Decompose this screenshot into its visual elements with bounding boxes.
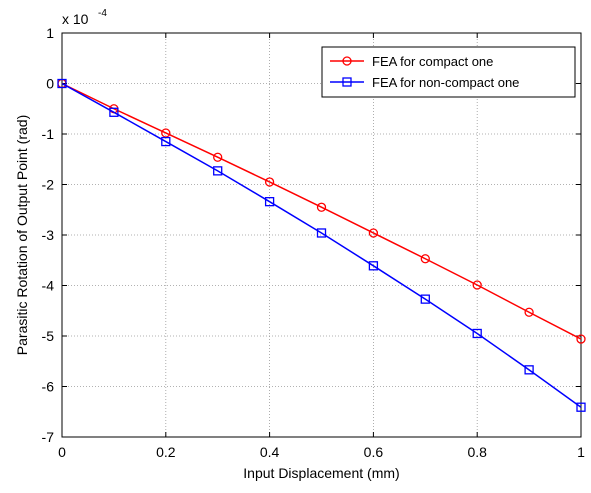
y-axis-exponent-power: -4: [98, 8, 107, 19]
legend-label-1: FEA for compact one: [372, 54, 493, 69]
y-axis-label: Parasitic Rotation of Output Point (rad): [14, 115, 30, 355]
series-2-point: [109, 107, 119, 117]
y-tick-label: -7: [42, 429, 55, 445]
x-tick-label: 0: [58, 444, 66, 460]
x-tick-label: 0.2: [156, 444, 176, 460]
series-line-2: [61, 82, 582, 408]
x-tick-label: 0.8: [467, 444, 487, 460]
y-tick-label: -5: [42, 328, 55, 344]
legend-box: [321, 46, 576, 98]
series-2-point: [316, 228, 327, 238]
x-tick-label: 0.4: [260, 444, 280, 460]
legend: FEA for compact one FEA for non-compact o…: [321, 46, 576, 98]
series-1-point: [524, 307, 534, 317]
series-2-point: [472, 328, 482, 339]
series-2-point: [161, 136, 171, 147]
legend-marker-1: [342, 56, 352, 66]
y-tick-label: -2: [42, 177, 55, 193]
series-1-point: [264, 177, 275, 187]
series-2-point: [264, 197, 275, 207]
x-tick-label: 1: [577, 444, 585, 460]
series-1-point: [472, 280, 482, 290]
series-1-point: [368, 228, 379, 238]
series-line-1: [61, 82, 582, 340]
x-axis-label: Input Displacement (mm): [243, 465, 399, 481]
series-1-point: [213, 152, 223, 162]
y-tick-label: -6: [42, 379, 55, 395]
series-1-point: [576, 334, 586, 344]
y-tick-label: -3: [42, 227, 55, 243]
series-2-point: [420, 294, 430, 304]
series-2-point: [524, 365, 534, 375]
series-2-point: [576, 402, 586, 412]
series-layer: [57, 78, 586, 412]
series-2-point: [57, 78, 67, 89]
series-2-point: [213, 166, 223, 176]
y-axis-exponent-base: x 10: [62, 11, 89, 27]
series-1-point: [316, 202, 327, 212]
legend-label-2: FEA for non-compact one: [372, 75, 519, 90]
y-tick-label: 1: [46, 25, 54, 41]
x-tick-label: 0.6: [364, 444, 384, 460]
tick-layer: 0 0.2 0.4 0.6 0.8 1 1 0 -1 -2 -3 -4 -5 -6 -7: [42, 25, 586, 460]
series-2-point: [368, 261, 379, 271]
y-tick-label: -1: [42, 126, 55, 142]
legend-marker-2: [342, 77, 352, 87]
legend-items: FEA for compact one FEA for non-compact o…: [330, 54, 519, 90]
series-1-point: [420, 254, 430, 264]
y-tick-label: 0: [46, 76, 54, 92]
y-tick-label: -4: [42, 278, 55, 294]
